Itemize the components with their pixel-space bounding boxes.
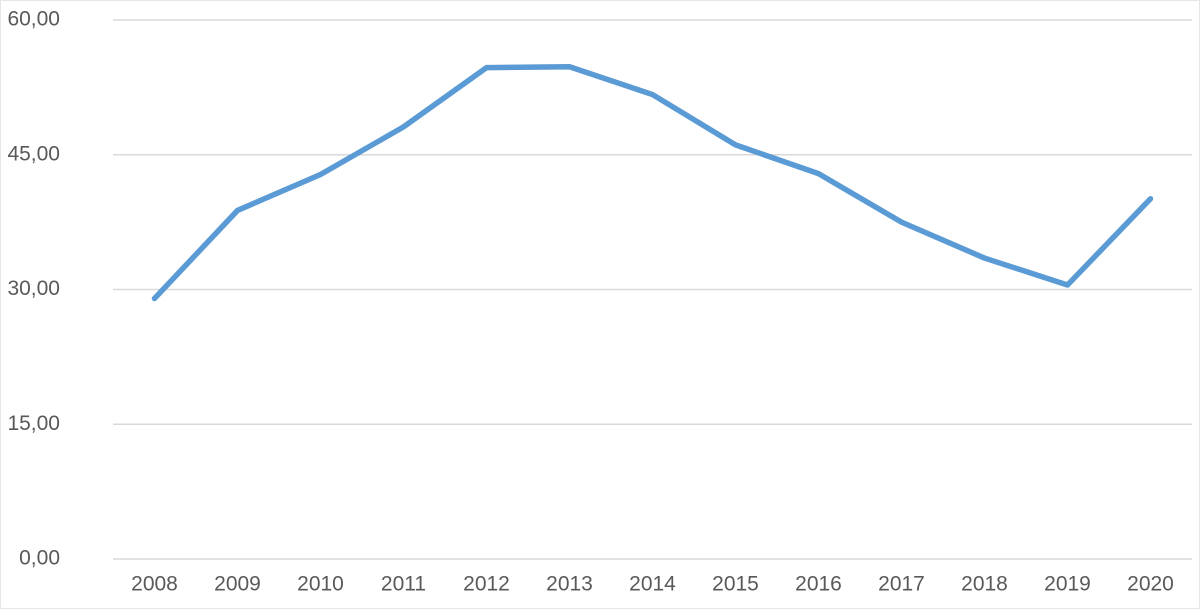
x-tick-label: 2016 xyxy=(795,573,842,596)
y-tick-label: 60,00 xyxy=(7,8,60,31)
x-tick-label: 2008 xyxy=(131,573,178,596)
y-tick-label: 30,00 xyxy=(7,277,60,300)
y-tick-label: 0,00 xyxy=(19,547,60,570)
y-tick-label: 15,00 xyxy=(7,412,60,435)
x-tick-label: 2011 xyxy=(381,573,426,596)
x-tick-label: 2012 xyxy=(463,573,510,596)
x-tick-label: 2009 xyxy=(214,573,261,596)
x-tick-label: 2020 xyxy=(1127,573,1174,596)
x-tick-label: 2017 xyxy=(878,573,925,596)
x-tick-label: 2014 xyxy=(629,573,676,596)
x-tick-label: 2010 xyxy=(297,573,344,596)
x-tick-label: 2018 xyxy=(961,573,1008,596)
x-tick-label: 2013 xyxy=(546,573,593,596)
x-tick-label: 2015 xyxy=(712,573,759,596)
data-line xyxy=(151,63,1154,302)
y-tick-label: 45,00 xyxy=(7,142,60,165)
x-tick-label: 2019 xyxy=(1044,573,1091,596)
